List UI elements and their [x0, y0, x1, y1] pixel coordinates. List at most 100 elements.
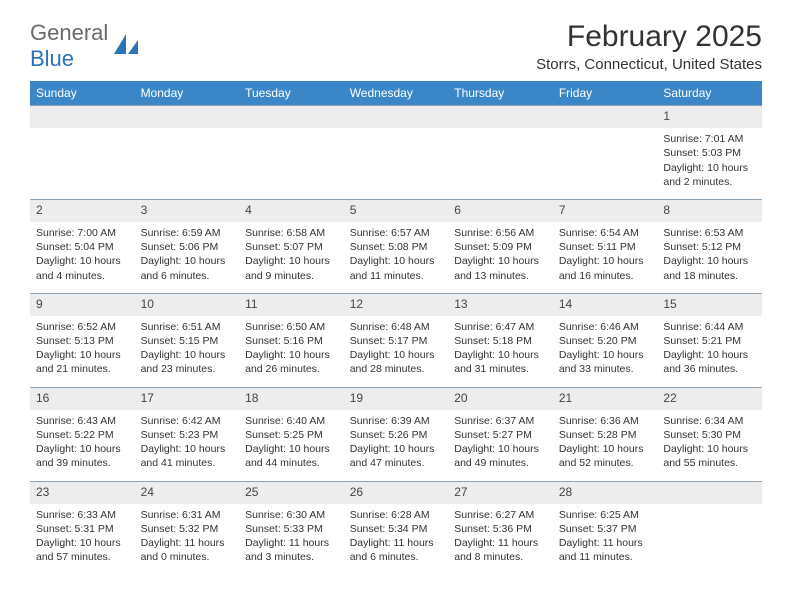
- daylight-text: Daylight: 10 hours and 44 minutes.: [245, 442, 338, 470]
- daylight-text: Daylight: 10 hours and 2 minutes.: [663, 161, 756, 189]
- day-number-cell: 9: [30, 293, 135, 316]
- daylight-text: Daylight: 10 hours and 13 minutes.: [454, 254, 547, 282]
- day-number-cell: 13: [448, 293, 553, 316]
- calendar-table: SundayMondayTuesdayWednesdayThursdayFrid…: [30, 81, 762, 574]
- day-detail-cell: [344, 128, 449, 199]
- sunset-text: Sunset: 5:20 PM: [559, 334, 652, 348]
- day-number-cell: 3: [135, 199, 240, 222]
- sunset-text: Sunset: 5:23 PM: [141, 428, 234, 442]
- weekday-header: Friday: [553, 81, 658, 106]
- day-number-cell: 27: [448, 481, 553, 504]
- daylight-text: Daylight: 10 hours and 18 minutes.: [663, 254, 756, 282]
- weekday-header: Saturday: [657, 81, 762, 106]
- day-detail-cell: Sunrise: 6:56 AMSunset: 5:09 PMDaylight:…: [448, 222, 553, 293]
- day-number: 13: [454, 296, 547, 312]
- day-number-cell: [344, 106, 449, 129]
- brand-logo: General Blue: [30, 20, 140, 72]
- day-detail-cell: Sunrise: 6:33 AMSunset: 5:31 PMDaylight:…: [30, 504, 135, 575]
- daylight-text: Daylight: 10 hours and 41 minutes.: [141, 442, 234, 470]
- sunrise-text: Sunrise: 6:36 AM: [559, 414, 652, 428]
- sunset-text: Sunset: 5:13 PM: [36, 334, 129, 348]
- month-title: February 2025: [536, 20, 762, 54]
- day-detail-cell: Sunrise: 6:46 AMSunset: 5:20 PMDaylight:…: [553, 316, 658, 387]
- sunrise-text: Sunrise: 6:44 AM: [663, 320, 756, 334]
- day-detail-cell: Sunrise: 6:40 AMSunset: 5:25 PMDaylight:…: [239, 410, 344, 481]
- daylight-text: Daylight: 11 hours and 11 minutes.: [559, 536, 652, 564]
- sunset-text: Sunset: 5:15 PM: [141, 334, 234, 348]
- day-number: 27: [454, 484, 547, 500]
- sunset-text: Sunset: 5:33 PM: [245, 522, 338, 536]
- sunrise-text: Sunrise: 6:47 AM: [454, 320, 547, 334]
- day-detail-cell: Sunrise: 6:57 AMSunset: 5:08 PMDaylight:…: [344, 222, 449, 293]
- title-block: February 2025 Storrs, Connecticut, Unite…: [536, 20, 762, 73]
- sunset-text: Sunset: 5:25 PM: [245, 428, 338, 442]
- day-detail-cell: Sunrise: 6:31 AMSunset: 5:32 PMDaylight:…: [135, 504, 240, 575]
- sunrise-text: Sunrise: 6:34 AM: [663, 414, 756, 428]
- weekday-header: Wednesday: [344, 81, 449, 106]
- day-number-cell: 5: [344, 199, 449, 222]
- sunset-text: Sunset: 5:34 PM: [350, 522, 443, 536]
- weekday-header: Tuesday: [239, 81, 344, 106]
- day-number-cell: 8: [657, 199, 762, 222]
- day-number: 21: [559, 390, 652, 406]
- daynum-row: 16171819202122: [30, 387, 762, 410]
- day-detail-cell: Sunrise: 7:01 AMSunset: 5:03 PMDaylight:…: [657, 128, 762, 199]
- sunset-text: Sunset: 5:28 PM: [559, 428, 652, 442]
- sunrise-text: Sunrise: 6:28 AM: [350, 508, 443, 522]
- day-detail-cell: Sunrise: 6:37 AMSunset: 5:27 PMDaylight:…: [448, 410, 553, 481]
- sunrise-text: Sunrise: 6:53 AM: [663, 226, 756, 240]
- sunrise-text: Sunrise: 6:54 AM: [559, 226, 652, 240]
- sunrise-text: Sunrise: 6:46 AM: [559, 320, 652, 334]
- day-detail-cell: [553, 128, 658, 199]
- sunrise-text: Sunrise: 6:59 AM: [141, 226, 234, 240]
- sunrise-text: Sunrise: 7:01 AM: [663, 132, 756, 146]
- day-number-cell: 25: [239, 481, 344, 504]
- sunrise-text: Sunrise: 6:37 AM: [454, 414, 547, 428]
- detail-row: Sunrise: 6:33 AMSunset: 5:31 PMDaylight:…: [30, 504, 762, 575]
- sunset-text: Sunset: 5:12 PM: [663, 240, 756, 254]
- day-detail-cell: [448, 128, 553, 199]
- sunrise-text: Sunrise: 6:25 AM: [559, 508, 652, 522]
- day-detail-cell: Sunrise: 6:48 AMSunset: 5:17 PMDaylight:…: [344, 316, 449, 387]
- day-number: 8: [663, 202, 756, 218]
- day-number-cell: 7: [553, 199, 658, 222]
- day-number-cell: [448, 106, 553, 129]
- day-number-cell: 17: [135, 387, 240, 410]
- weekday-header: Monday: [135, 81, 240, 106]
- day-detail-cell: Sunrise: 6:44 AMSunset: 5:21 PMDaylight:…: [657, 316, 762, 387]
- day-number: 25: [245, 484, 338, 500]
- day-number: 10: [141, 296, 234, 312]
- detail-row: Sunrise: 7:01 AMSunset: 5:03 PMDaylight:…: [30, 128, 762, 199]
- day-number-cell: 16: [30, 387, 135, 410]
- day-number-cell: 12: [344, 293, 449, 316]
- sunrise-text: Sunrise: 6:48 AM: [350, 320, 443, 334]
- day-detail-cell: Sunrise: 6:34 AMSunset: 5:30 PMDaylight:…: [657, 410, 762, 481]
- sunset-text: Sunset: 5:08 PM: [350, 240, 443, 254]
- sunrise-text: Sunrise: 6:43 AM: [36, 414, 129, 428]
- day-number-cell: 18: [239, 387, 344, 410]
- sunset-text: Sunset: 5:27 PM: [454, 428, 547, 442]
- sunrise-text: Sunrise: 6:30 AM: [245, 508, 338, 522]
- sunset-text: Sunset: 5:21 PM: [663, 334, 756, 348]
- daylight-text: Daylight: 10 hours and 16 minutes.: [559, 254, 652, 282]
- day-number-cell: 19: [344, 387, 449, 410]
- sunset-text: Sunset: 5:31 PM: [36, 522, 129, 536]
- daylight-text: Daylight: 10 hours and 21 minutes.: [36, 348, 129, 376]
- day-number-cell: 10: [135, 293, 240, 316]
- daylight-text: Daylight: 10 hours and 23 minutes.: [141, 348, 234, 376]
- day-detail-cell: Sunrise: 6:50 AMSunset: 5:16 PMDaylight:…: [239, 316, 344, 387]
- day-number: 12: [350, 296, 443, 312]
- sunrise-text: Sunrise: 6:31 AM: [141, 508, 234, 522]
- day-detail-cell: Sunrise: 6:28 AMSunset: 5:34 PMDaylight:…: [344, 504, 449, 575]
- sail-icon: [112, 32, 140, 60]
- day-number-cell: 26: [344, 481, 449, 504]
- sunset-text: Sunset: 5:09 PM: [454, 240, 547, 254]
- day-detail-cell: [135, 128, 240, 199]
- detail-row: Sunrise: 7:00 AMSunset: 5:04 PMDaylight:…: [30, 222, 762, 293]
- day-number-cell: [657, 481, 762, 504]
- daylight-text: Daylight: 10 hours and 47 minutes.: [350, 442, 443, 470]
- sunset-text: Sunset: 5:18 PM: [454, 334, 547, 348]
- day-detail-cell: Sunrise: 6:58 AMSunset: 5:07 PMDaylight:…: [239, 222, 344, 293]
- day-number: 17: [141, 390, 234, 406]
- calendar-body: 1Sunrise: 7:01 AMSunset: 5:03 PMDaylight…: [30, 106, 762, 575]
